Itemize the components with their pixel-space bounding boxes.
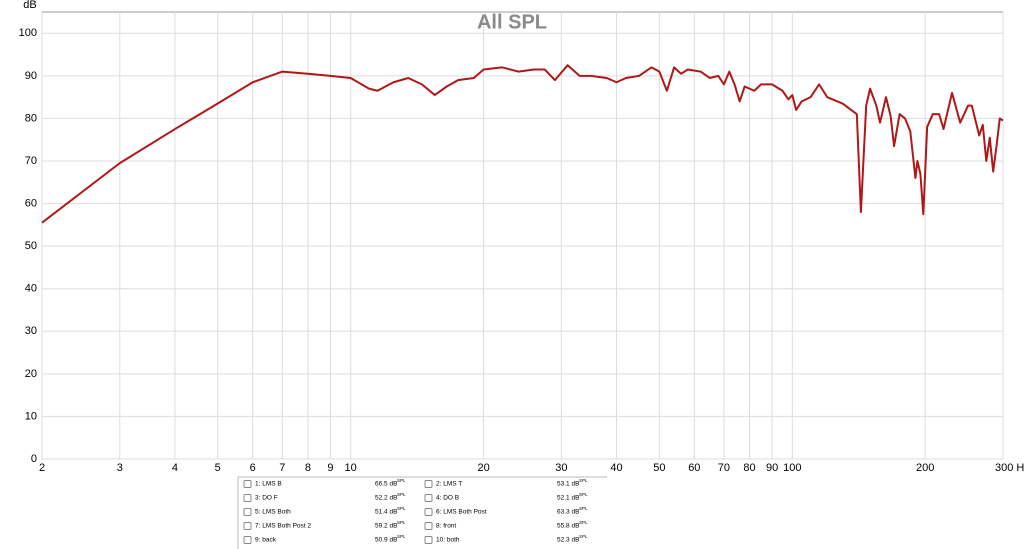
legend-checkbox[interactable] <box>243 480 252 488</box>
legend-reading: 59.2 dB <box>375 523 397 530</box>
data-line <box>41 64 1004 224</box>
x-tick-label: 100 <box>783 462 801 474</box>
y-tick-label: 70 <box>25 155 37 167</box>
y-tick-label: 10 <box>25 410 37 422</box>
x-tick-label: 7 <box>279 462 285 474</box>
x-tick-label: 30 <box>555 462 567 474</box>
x-tick-label: 10 <box>345 462 357 474</box>
legend-unit: SPL <box>579 534 588 539</box>
y-tick-label: 20 <box>25 368 37 380</box>
legend-reading: 52.3 dB <box>557 537 579 544</box>
legend-reading: 51.4 dB <box>375 509 397 516</box>
x-tick-label: 200 <box>916 462 934 474</box>
legend-name: 9: back <box>255 537 277 544</box>
plot-frame <box>41 11 1004 460</box>
x-tick-label: 4 <box>172 462 178 474</box>
y-tick-label: 90 <box>25 70 37 82</box>
legend-unit: SPL <box>579 492 588 497</box>
legend-checkbox[interactable] <box>243 536 252 544</box>
x-tick-label: 40 <box>610 462 622 474</box>
legend-checkbox[interactable] <box>243 494 252 502</box>
legend-unit: SPL <box>397 506 406 511</box>
legend-unit: SPL <box>397 478 406 483</box>
legend-unit: SPL <box>579 478 588 483</box>
x-tick-label: 90 <box>766 462 778 474</box>
x-tick-label: 50 <box>653 462 665 474</box>
y-tick-label: 60 <box>25 197 37 209</box>
y-tick-label: 80 <box>25 112 37 124</box>
x-tick-label: 3 <box>117 462 123 474</box>
legend-reading: 52.1 dB <box>557 495 579 502</box>
legend-unit: SPL <box>397 520 406 525</box>
legend-name: 5: LMS Both <box>255 509 291 516</box>
legend-checkbox[interactable] <box>424 522 433 530</box>
y-tick-label: 100 <box>19 27 37 39</box>
legend-unit: SPL <box>579 520 588 525</box>
legend-name: 6: LMS Both Post <box>436 509 487 516</box>
y-unit: dB <box>23 0 36 11</box>
legend-name: 2: LMS T <box>436 481 462 488</box>
legend-unit: SPL <box>397 492 406 497</box>
y-tick-label: 50 <box>25 240 37 252</box>
legend-name: 7: LMS Both Post 2 <box>255 523 311 530</box>
legend-name: 4: DO B <box>436 495 459 502</box>
legend-unit: SPL <box>579 506 588 511</box>
x-tick-label: 9 <box>327 462 333 474</box>
legend-reading: 63.3 dB <box>557 509 579 516</box>
legend-unit: SPL <box>397 534 406 539</box>
legend-reading: 50.9 dB <box>375 537 397 544</box>
legend-reading: 52.2 dB <box>375 495 397 502</box>
x-tick-label: 5 <box>215 462 221 474</box>
legend-name: 8: front <box>436 523 456 530</box>
y-tick-label: 40 <box>25 283 37 295</box>
x-tick-label: 80 <box>743 462 755 474</box>
legend-checkbox[interactable] <box>424 536 433 544</box>
legend-name: 3: DO F <box>255 495 278 502</box>
legend-checkbox[interactable] <box>424 494 433 502</box>
x-tick-label: 20 <box>477 462 489 474</box>
x-tick-label: 60 <box>688 462 700 474</box>
x-tick-label: 2 <box>39 462 45 474</box>
legend-name: 1: LMS B <box>255 481 282 488</box>
legend-reading: 55.8 dB <box>557 523 579 530</box>
x-tick-label: 300 Hz <box>995 462 1024 474</box>
x-tick-label: 8 <box>305 462 311 474</box>
legend-checkbox[interactable] <box>243 522 252 530</box>
y-tick-label: 30 <box>25 325 37 337</box>
legend-checkbox[interactable] <box>424 480 433 488</box>
chart-title: All SPL <box>477 11 547 33</box>
legend-reading: 66.5 dB <box>375 481 397 488</box>
legend-reading: 53.1 dB <box>557 481 579 488</box>
x-tick-label: 6 <box>250 462 256 474</box>
legend-name: 10: both <box>436 537 460 544</box>
legend-checkbox[interactable] <box>243 508 252 516</box>
x-tick-label: 70 <box>718 462 730 474</box>
y-tick-label: 0 <box>31 453 37 465</box>
legend-checkbox[interactable] <box>424 508 433 516</box>
